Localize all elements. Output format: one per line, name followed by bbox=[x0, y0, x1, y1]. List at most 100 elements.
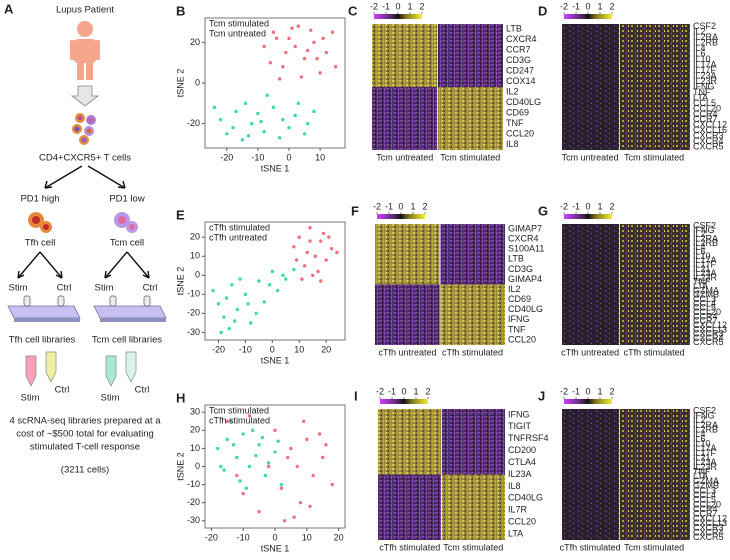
point bbox=[333, 65, 338, 69]
point bbox=[243, 101, 248, 106]
gene-label: IL17F bbox=[693, 65, 717, 75]
point bbox=[309, 28, 313, 32]
scale-tick-label: 1 bbox=[407, 1, 412, 11]
y-tick-label: -10 bbox=[187, 289, 200, 299]
gene-label: IL23A bbox=[508, 469, 532, 479]
group-label: cTfh stimulated bbox=[560, 542, 621, 552]
gene-label: CCR7 bbox=[693, 316, 718, 326]
gene-label: CXCL12 bbox=[693, 513, 727, 523]
point bbox=[241, 432, 245, 436]
scale-tick-label: -2 bbox=[560, 1, 568, 11]
condition-label: Ctrl bbox=[57, 283, 72, 294]
y-tick-label: -20 bbox=[187, 497, 200, 507]
point bbox=[275, 288, 280, 293]
point bbox=[292, 245, 296, 249]
panel-label: H bbox=[176, 390, 185, 405]
gene-label: IFNG bbox=[693, 410, 715, 420]
point bbox=[225, 132, 229, 136]
gene-label: IL17A bbox=[693, 59, 717, 69]
legend-entry: cTfh stimulated bbox=[209, 415, 270, 425]
gene-label: IL2 bbox=[693, 415, 706, 425]
summary-line: cost of ~$500 total for evaluating bbox=[16, 429, 154, 440]
point bbox=[302, 56, 307, 61]
gene-label: CXCR3 bbox=[693, 523, 724, 533]
gene-label: CCL5 bbox=[693, 495, 716, 505]
y-tick-label: -10 bbox=[187, 479, 200, 489]
point bbox=[308, 504, 312, 508]
x-tick-label: 0 bbox=[286, 152, 291, 162]
gene-label: CD200 bbox=[508, 445, 536, 455]
point bbox=[293, 113, 297, 118]
scale-tick-label: 2 bbox=[422, 201, 427, 211]
gene-label: CXCR3 bbox=[693, 131, 724, 141]
scale-tick-label: -1 bbox=[572, 1, 580, 11]
gene-label: CCR4 bbox=[693, 109, 718, 119]
gene-label: LTA bbox=[693, 471, 708, 481]
cell-cluster-icon bbox=[72, 113, 96, 145]
y-tick-label: 10 bbox=[190, 251, 200, 261]
point bbox=[216, 302, 221, 306]
point bbox=[238, 277, 242, 281]
gene-label: IL2 bbox=[693, 229, 706, 239]
gene-label: LTA bbox=[508, 528, 523, 538]
x-tick-label: 20 bbox=[334, 532, 344, 542]
gene-label: CCL4 bbox=[693, 298, 716, 308]
point bbox=[277, 136, 282, 140]
point bbox=[282, 519, 287, 523]
gene-label: COX14 bbox=[506, 76, 536, 86]
scale-tick-label: 0 bbox=[395, 1, 400, 11]
scale-tick-label: 1 bbox=[597, 1, 602, 11]
gene-label: CCR7 bbox=[693, 509, 718, 519]
gene-label: IL2RB bbox=[693, 238, 718, 248]
heatmap-block bbox=[619, 24, 690, 150]
scale-tick-label: -2 bbox=[560, 386, 568, 396]
heatmap-panel: J -2 -1 0 1 2CSF2IFNGIL2IL2RAIL2RBIL4IL6IL10I… bbox=[538, 386, 727, 552]
gene-label: IL2 bbox=[506, 87, 519, 97]
group-label: Tcm stimulated bbox=[443, 542, 503, 552]
summary-line: stimulated T-cell response bbox=[30, 442, 140, 453]
gene-label: LTB bbox=[506, 24, 522, 34]
point bbox=[305, 48, 310, 53]
point bbox=[222, 468, 226, 472]
point bbox=[312, 40, 316, 45]
scale-tick-label: -1 bbox=[382, 1, 390, 11]
point bbox=[249, 321, 253, 325]
y-tick-label: 0 bbox=[195, 461, 200, 471]
point bbox=[302, 264, 307, 268]
color-scale bbox=[564, 14, 612, 19]
point bbox=[310, 273, 315, 277]
gene-label: CXCR4 bbox=[508, 234, 539, 244]
gene-label: TNF bbox=[693, 467, 711, 477]
gene-label: IL17A bbox=[693, 255, 717, 265]
point bbox=[231, 443, 236, 447]
group-label: cTfh untreated bbox=[561, 347, 619, 357]
cells-label: CD4+CXCR5+ T cells bbox=[39, 153, 131, 164]
point bbox=[240, 138, 245, 142]
point bbox=[232, 319, 237, 323]
legend-entry: cTfh untreated bbox=[209, 232, 267, 242]
down-arrow bbox=[70, 85, 100, 107]
point bbox=[335, 250, 339, 255]
x-tick-label: -10 bbox=[237, 532, 250, 542]
y-tick-label: -20 bbox=[187, 118, 200, 128]
heatmap-panel: F -2 -1 0 1 2GIMAP7CXCR4S100A11LTBCD3GGIMAP4I… bbox=[351, 201, 544, 357]
point bbox=[294, 258, 299, 262]
gene-label: CD40LG bbox=[508, 493, 543, 503]
point bbox=[276, 439, 280, 443]
gene-label: IL23A bbox=[693, 70, 717, 80]
gene-label: CSF2 bbox=[693, 21, 716, 31]
point bbox=[295, 464, 299, 469]
gene-label: CCL5 bbox=[693, 98, 716, 108]
group-label: cTfh stimulated bbox=[624, 347, 685, 357]
scale-tick-label: 1 bbox=[413, 386, 418, 396]
gene-label: IL10 bbox=[693, 251, 711, 261]
point bbox=[246, 134, 251, 138]
point bbox=[308, 226, 312, 230]
panel-label: A bbox=[4, 1, 14, 16]
gene-label: CXCL12 bbox=[693, 120, 727, 130]
group-label: cTfh stimulated bbox=[379, 542, 440, 552]
gene-label: CXCL12 bbox=[693, 320, 727, 330]
point bbox=[270, 269, 275, 274]
scale-tick-label: -2 bbox=[376, 386, 384, 396]
point bbox=[330, 30, 335, 34]
